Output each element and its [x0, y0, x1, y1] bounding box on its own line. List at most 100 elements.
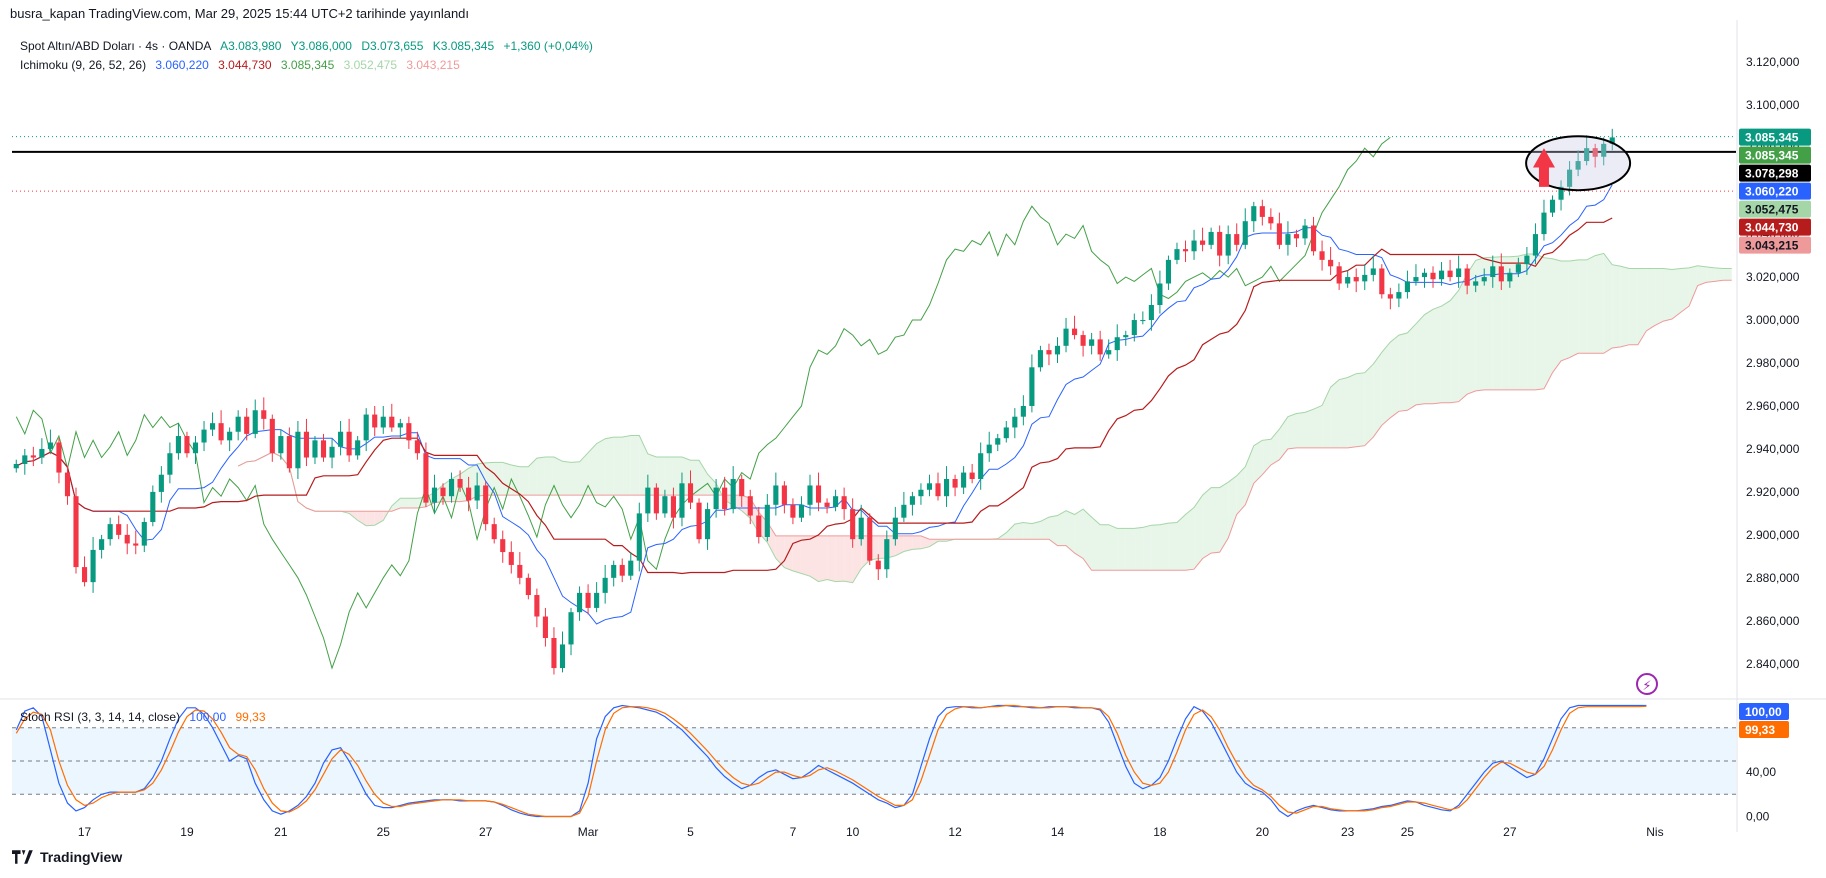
- cloud-segment: [1270, 429, 1280, 466]
- cloud-segment: [1637, 268, 1647, 345]
- time-tick-label: 5: [687, 825, 694, 839]
- flash-icon[interactable]: ⚡: [1636, 673, 1658, 695]
- candle-body: [705, 509, 711, 540]
- cloud-segment: [656, 456, 665, 496]
- candle-body: [551, 637, 557, 669]
- candle-body: [116, 524, 122, 535]
- cloud-segment: [1057, 510, 1067, 546]
- symbol-name[interactable]: Spot Altın/ABD Doları · 4s · OANDA: [20, 39, 212, 53]
- cloud-segment: [511, 465, 520, 496]
- candle-body: [1123, 335, 1129, 338]
- candle-body: [1541, 212, 1547, 235]
- cloud-segment: [1031, 521, 1041, 540]
- candle-body: [22, 455, 28, 464]
- cloud-segment: [1535, 253, 1544, 390]
- candle-body: [1498, 266, 1504, 282]
- candle-body: [1310, 225, 1317, 252]
- candle-body: [227, 431, 233, 441]
- arrow-up-icon: [1532, 148, 1555, 187]
- candle-body: [1404, 281, 1410, 293]
- candle-body: [1532, 234, 1538, 256]
- cloud-segment: [519, 466, 529, 496]
- candle-body: [1507, 272, 1513, 282]
- candle-body: [1097, 339, 1103, 355]
- candle-body: [39, 448, 45, 458]
- price-tick-label: 3.000,000: [1746, 313, 1800, 327]
- time-tick-label: 18: [1153, 825, 1167, 839]
- cloud-segment: [1236, 466, 1246, 515]
- cloud-segment: [1151, 524, 1160, 571]
- stoch-d-line: [15, 704, 1647, 818]
- cloud-segment: [1330, 379, 1340, 448]
- candle-body: [867, 517, 873, 561]
- candle-body: [1319, 251, 1325, 260]
- stoch-band-bg: [12, 727, 1736, 795]
- cloud-segment: [1305, 409, 1314, 448]
- stoch-label: Stoch RSI (3, 3, 14, 14, close): [20, 710, 181, 724]
- candle-body: [1148, 304, 1154, 321]
- candle-body: [1208, 231, 1214, 245]
- cloud-segment: [1586, 255, 1596, 354]
- candle-body: [1549, 199, 1556, 213]
- price-tick-label: 3.020,000: [1746, 270, 1800, 284]
- price-tag: [1739, 164, 1811, 182]
- candle-body: [1046, 350, 1052, 355]
- stoch-legend[interactable]: Stoch RSI (3, 3, 14, 14, close) 100,00 9…: [20, 710, 272, 724]
- cloud-segment: [1714, 267, 1724, 282]
- candle-body: [133, 543, 139, 546]
- cloud-segment: [1048, 515, 1058, 546]
- candle-body: [380, 416, 386, 428]
- cloud-segment: [1518, 253, 1527, 390]
- cloud-segment: [1415, 314, 1425, 405]
- candle-body: [13, 463, 19, 469]
- time-tick-label: 7: [790, 825, 797, 839]
- candle-body: [1174, 249, 1180, 260]
- candle-body: [739, 479, 745, 497]
- candle-body: [1438, 270, 1445, 280]
- price-tick-label: 2.980,000: [1746, 356, 1800, 370]
- cloud-segment: [647, 453, 657, 496]
- candle-body: [1106, 350, 1112, 355]
- ichimoku-legend[interactable]: Ichimoku (9, 26, 52, 26) 3.060,220 3.044…: [20, 58, 466, 72]
- candle-body: [986, 444, 992, 454]
- cloud-segment: [1543, 257, 1553, 389]
- price-tag-label: 3.043,215: [1745, 239, 1799, 253]
- candle-body: [141, 521, 147, 546]
- candle-body: [372, 414, 378, 428]
- cloud-segment: [1356, 372, 1365, 447]
- ichimoku-label: Ichimoku (9, 26, 52, 26): [20, 58, 147, 72]
- candle-body: [1165, 259, 1172, 284]
- candle-body: [1481, 277, 1487, 282]
- candle-body: [730, 479, 736, 510]
- candle-body: [440, 487, 446, 497]
- candle-body: [1063, 328, 1069, 346]
- candle-body: [1268, 216, 1274, 224]
- footer-brand: TradingView: [40, 849, 123, 865]
- stoch-value-tag-label: 99,33: [1745, 723, 1775, 737]
- cloud-segment: [801, 535, 810, 577]
- price-tick-label: 2.960,000: [1746, 399, 1800, 413]
- candle-body: [884, 539, 890, 570]
- candle-body: [500, 539, 506, 553]
- price-tag: [1739, 236, 1811, 254]
- cloud-segment: [408, 498, 418, 509]
- candle-body: [713, 487, 719, 510]
- candle-body: [585, 592, 591, 608]
- cloud-segment: [938, 539, 947, 542]
- candle-body: [483, 485, 489, 525]
- cloud-segment: [1040, 517, 1049, 540]
- candle-body: [662, 496, 668, 514]
- candle-body: [1003, 427, 1009, 439]
- tenkan-value: 3.060,220: [155, 58, 209, 72]
- candle-body: [790, 504, 796, 518]
- candle-body: [286, 436, 292, 469]
- candle-body: [30, 455, 36, 458]
- cloud-segment: [605, 437, 614, 496]
- candle-body: [107, 524, 113, 540]
- candle-body: [1584, 148, 1590, 162]
- candle-body: [1609, 137, 1615, 144]
- candle-body: [909, 496, 915, 505]
- candle-body: [892, 517, 898, 540]
- candle-body: [99, 539, 105, 550]
